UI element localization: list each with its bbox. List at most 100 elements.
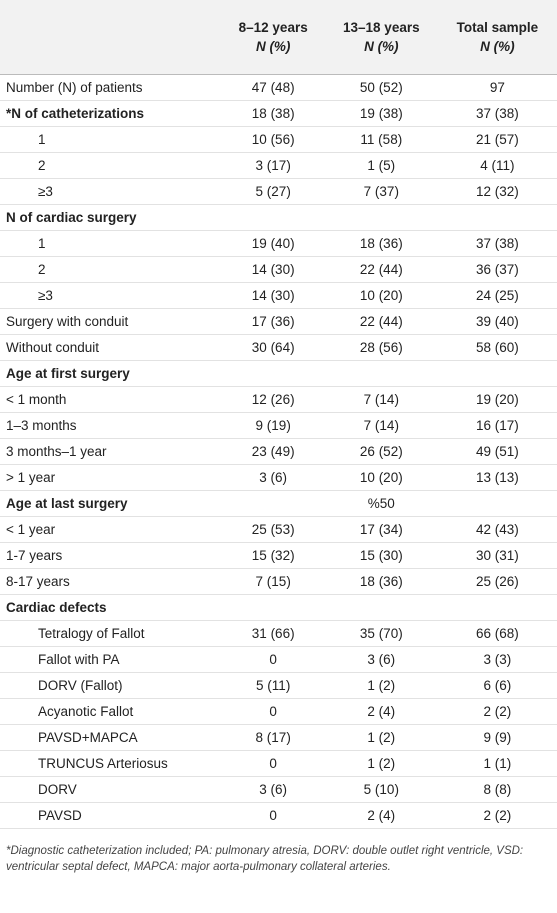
row-label: Cardiac defects: [0, 594, 222, 621]
cell: 1 (5): [324, 152, 438, 179]
row-label: DORV: [0, 776, 222, 803]
cell: 18 (36): [324, 230, 438, 257]
cell: 15 (32): [221, 542, 325, 569]
cell: 22 (44): [324, 256, 438, 283]
cell: [324, 204, 438, 231]
cell: [437, 360, 557, 387]
cell: 50 (52): [324, 74, 438, 101]
table-row: Tetralogy of Fallot 31 (66) 35 (70) 66 (68): [0, 620, 557, 647]
cell: 10 (56): [221, 126, 325, 153]
row-label: Age at first surgery: [0, 360, 222, 387]
cell: 36 (37): [437, 256, 557, 283]
cell: 4 (11): [437, 152, 557, 179]
table-row: 2 14 (30) 22 (44) 36 (37): [0, 256, 557, 283]
cell: 30 (31): [437, 542, 557, 569]
column-header: 13–18 years N (%): [324, 0, 438, 75]
cell: 1 (2): [324, 672, 438, 699]
cell: 24 (25): [437, 282, 557, 309]
cell: 0: [221, 750, 325, 777]
cell: 1 (2): [324, 724, 438, 751]
cell: 19 (38): [324, 100, 438, 127]
table-row: > 1 year 3 (6) 10 (20) 13 (13): [0, 464, 557, 491]
table-row: 1 19 (40) 18 (36) 37 (38): [0, 230, 557, 257]
column-title: 8–12 years: [238, 20, 308, 35]
row-label: 8-17 years: [0, 568, 222, 595]
cell: 25 (53): [221, 516, 325, 543]
cell: 58 (60): [437, 334, 557, 361]
row-label: TRUNCUS Arteriosus: [0, 750, 222, 777]
table-row: *N of catheterizations 18 (38) 19 (38) 37 (…: [0, 100, 557, 127]
cell: 5 (27): [221, 178, 325, 205]
cell: 25 (26): [437, 568, 557, 595]
table-row: DORV (Fallot) 5 (11) 1 (2) 6 (6): [0, 672, 557, 699]
row-label: DORV (Fallot): [0, 672, 222, 699]
row-label: N of cardiac surgery: [0, 204, 222, 231]
table-row: Number (N) of patients 47 (48) 50 (52) 97: [0, 74, 557, 101]
cell: 17 (36): [221, 308, 325, 335]
table-row: < 1 year 25 (53) 17 (34) 42 (43): [0, 516, 557, 543]
table-row: Surgery with conduit 17 (36) 22 (44) 39 (40…: [0, 308, 557, 335]
table-row: 8-17 years 7 (15) 18 (36) 25 (26): [0, 568, 557, 595]
cell: 15 (30): [324, 542, 438, 569]
row-label: Without conduit: [0, 334, 222, 361]
cell: 17 (34): [324, 516, 438, 543]
row-label: Number (N) of patients: [0, 74, 222, 101]
row-label: Age at last surgery: [0, 490, 222, 517]
cell: [221, 360, 325, 387]
cell: 22 (44): [324, 308, 438, 335]
row-label: 2: [0, 152, 222, 179]
row-label: ≥3: [0, 282, 222, 309]
cell: 23 (49): [221, 438, 325, 465]
table-row: Fallot with PA 0 3 (6) 3 (3): [0, 646, 557, 673]
table-row: 1 10 (56) 11 (58) 21 (57): [0, 126, 557, 153]
table-row: ≥3 5 (27) 7 (37) 12 (32): [0, 178, 557, 205]
cell: 97: [437, 74, 557, 101]
cell: 9 (19): [221, 412, 325, 439]
cell: 5 (11): [221, 672, 325, 699]
row-label: Tetralogy of Fallot: [0, 620, 222, 647]
cell: 18 (38): [221, 100, 325, 127]
row-label: < 1 year: [0, 516, 222, 543]
table-row: < 1 month 12 (26) 7 (14) 19 (20): [0, 386, 557, 413]
row-label: 1–3 months: [0, 412, 222, 439]
cell: 8 (8): [437, 776, 557, 803]
row-label: PAVSD+MAPCA: [0, 724, 222, 751]
table-row: Without conduit 30 (64) 28 (56) 58 (60): [0, 334, 557, 361]
table-row: DORV 3 (6) 5 (10) 8 (8): [0, 776, 557, 803]
cell: 21 (57): [437, 126, 557, 153]
data-table: 8–12 years N (%) 13–18 years N (%) Total sam…: [0, 0, 557, 829]
row-label: ≥3: [0, 178, 222, 205]
row-label: Acyanotic Fallot: [0, 698, 222, 725]
cell: [324, 594, 438, 621]
cell: 31 (66): [221, 620, 325, 647]
cell: 10 (20): [324, 282, 438, 309]
cell: 26 (52): [324, 438, 438, 465]
cell: 14 (30): [221, 282, 325, 309]
cell: 13 (13): [437, 464, 557, 491]
table-row: PAVSD+MAPCA 8 (17) 1 (2) 9 (9): [0, 724, 557, 751]
table-row: TRUNCUS Arteriosus 0 1 (2) 1 (1): [0, 750, 557, 777]
column-header: 8–12 years N (%): [221, 0, 325, 75]
cell: 7 (14): [324, 412, 438, 439]
cell: 3 (6): [221, 776, 325, 803]
table-row: Acyanotic Fallot 0 2 (4) 2 (2): [0, 698, 557, 725]
cell: 2 (2): [437, 802, 557, 829]
cell: 7 (14): [324, 386, 438, 413]
cell: [221, 490, 325, 517]
row-label: > 1 year: [0, 464, 222, 491]
cell: [324, 360, 438, 387]
cell: [437, 490, 557, 517]
cell: 1 (1): [437, 750, 557, 777]
table-row: PAVSD 0 2 (4) 2 (2): [0, 802, 557, 829]
table-row: Age at last surgery %50: [0, 490, 557, 517]
row-label: 1: [0, 126, 222, 153]
row-label: PAVSD: [0, 802, 222, 829]
cell: 3 (17): [221, 152, 325, 179]
cell: 0: [221, 646, 325, 673]
cell: 0: [221, 698, 325, 725]
table-row: 3 months–1 year 23 (49) 26 (52) 49 (51): [0, 438, 557, 465]
table-row: Age at first surgery: [0, 360, 557, 387]
cell: 37 (38): [437, 100, 557, 127]
cell: 9 (9): [437, 724, 557, 751]
row-label: 1: [0, 230, 222, 257]
